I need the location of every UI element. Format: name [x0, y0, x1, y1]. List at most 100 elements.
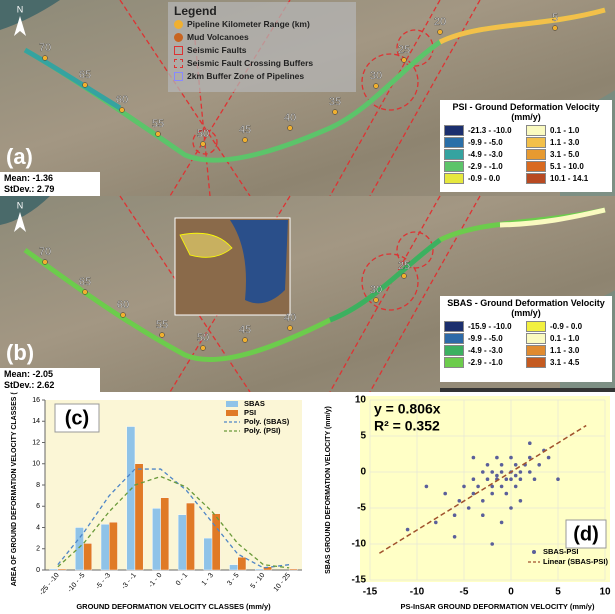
bar — [84, 543, 92, 570]
panel-label: (d) — [573, 523, 599, 545]
km-marker — [160, 333, 165, 338]
scatter-point — [481, 499, 485, 503]
scatter-point — [486, 463, 490, 467]
legend-swatch — [526, 173, 546, 184]
scatter-point — [505, 477, 509, 481]
map-legend-label: Seismic Faults — [187, 44, 247, 57]
legend-item: -9.9 - -5.0 — [444, 332, 526, 344]
legend-label: Linear (SBAS-PSI) — [543, 557, 609, 566]
legend-swatch — [526, 321, 546, 332]
km-label: 50 — [197, 128, 209, 140]
legend-swatch — [444, 345, 464, 356]
legend-item: -0.9 - 0.0 — [444, 172, 526, 184]
km-marker — [438, 30, 443, 35]
panel-label: (b) — [6, 340, 34, 365]
km-label: 25 — [398, 260, 410, 272]
km-label: 65 — [79, 69, 91, 81]
y-tick-label: 16 — [32, 397, 40, 404]
bar — [127, 427, 135, 570]
panel-label: (a) — [6, 144, 33, 169]
x-tick-label: -10 — [410, 587, 425, 598]
km-label: 70 — [39, 246, 51, 258]
scatter-point — [490, 542, 494, 546]
map-legend-item: Seismic Faults — [174, 44, 350, 57]
legend-item: 10.1 - 14.1 — [526, 172, 608, 184]
x-tick-label: 5 — [555, 587, 561, 598]
scatter-point — [476, 485, 480, 489]
scatter-point — [519, 470, 523, 474]
scatter-point — [406, 528, 410, 532]
km-label: 30 — [370, 284, 382, 296]
legend-swatch — [444, 173, 464, 184]
km-label: 35 — [329, 96, 341, 108]
legend-swatch — [526, 161, 546, 172]
scatter-point — [514, 463, 518, 467]
bar — [101, 524, 109, 570]
y-tick-label: 14 — [32, 418, 40, 425]
scatter-point — [509, 477, 513, 481]
km-label: 40 — [284, 312, 296, 324]
mean-text: Mean: -2.05 — [4, 369, 96, 380]
bar — [289, 569, 297, 570]
km-marker — [333, 110, 338, 115]
bar — [255, 569, 263, 570]
map-legend-label: 2km Buffer Zone of Pipelines — [187, 70, 304, 83]
scatter-point — [500, 470, 504, 474]
bar — [152, 508, 160, 570]
legend-label: -2.9 - -1.0 — [468, 358, 503, 367]
north-label: N — [17, 200, 24, 210]
y-tick-label: 4 — [36, 524, 40, 531]
legend-label: -9.9 - -5.0 — [468, 334, 503, 343]
legend-item: 1.1 - 3.0 — [526, 136, 608, 148]
y-tick-label: 2 — [36, 546, 40, 553]
legend-swatch — [532, 550, 536, 554]
legend-swatch — [444, 161, 464, 172]
scatter-point — [490, 492, 494, 496]
y-tick-label: 12 — [32, 439, 40, 446]
scatter-point — [509, 456, 513, 460]
y-tick-label: 0 — [360, 467, 366, 478]
km-label: 30 — [370, 70, 382, 82]
north-label: N — [17, 4, 24, 14]
bar — [109, 522, 117, 570]
y-tick-label: 8 — [36, 482, 40, 489]
scatter-point — [443, 492, 447, 496]
legend-label: -15.9 - -10.0 — [468, 322, 512, 331]
bar — [161, 498, 169, 570]
legend-label: -4.9 - -3.0 — [468, 346, 503, 355]
legend-swatch — [226, 401, 238, 407]
legend-label: 10.1 - 14.1 — [550, 174, 588, 183]
figure: 70656055504540353025205N(a)7065605550454… — [0, 0, 615, 614]
legend-swatch — [226, 410, 238, 416]
scatter-point — [462, 485, 466, 489]
legend-label: 0.1 - 1.0 — [550, 126, 579, 135]
bar — [58, 569, 66, 570]
scatter-point — [509, 506, 513, 510]
scatter-point — [481, 470, 485, 474]
map-legend-label: Mud Volcanoes — [187, 31, 249, 44]
deformation-legend: PSI - Ground Deformation Velocity (mm/y)… — [440, 100, 612, 192]
legend-item: 0.1 - 1.0 — [526, 124, 608, 136]
km-marker — [402, 274, 407, 279]
map-legend-symbol — [174, 72, 183, 81]
legend-item: 3.1 - 4.5 — [526, 356, 608, 368]
bar — [238, 557, 246, 570]
bar — [230, 565, 238, 570]
legend-label: 3.1 - 4.5 — [550, 358, 579, 367]
scatter-point — [495, 474, 499, 478]
y-tick-label: -15 — [352, 575, 367, 586]
legend-item: -21.3 - -10.0 — [444, 124, 526, 136]
legend-label: PSI — [244, 408, 256, 417]
stdev-text: StDev.: 2.79 — [4, 184, 96, 195]
y-tick-label: -5 — [357, 503, 366, 514]
bar — [50, 569, 58, 570]
km-marker — [553, 26, 558, 31]
scatter-point — [467, 506, 471, 510]
scatter-point — [500, 463, 504, 467]
scatter-point — [486, 477, 490, 481]
legend-item: -2.9 - -1.0 — [444, 160, 526, 172]
scatter-point — [425, 485, 429, 489]
legend-item: -9.9 - -5.0 — [444, 136, 526, 148]
y-tick-label: 5 — [360, 431, 366, 442]
